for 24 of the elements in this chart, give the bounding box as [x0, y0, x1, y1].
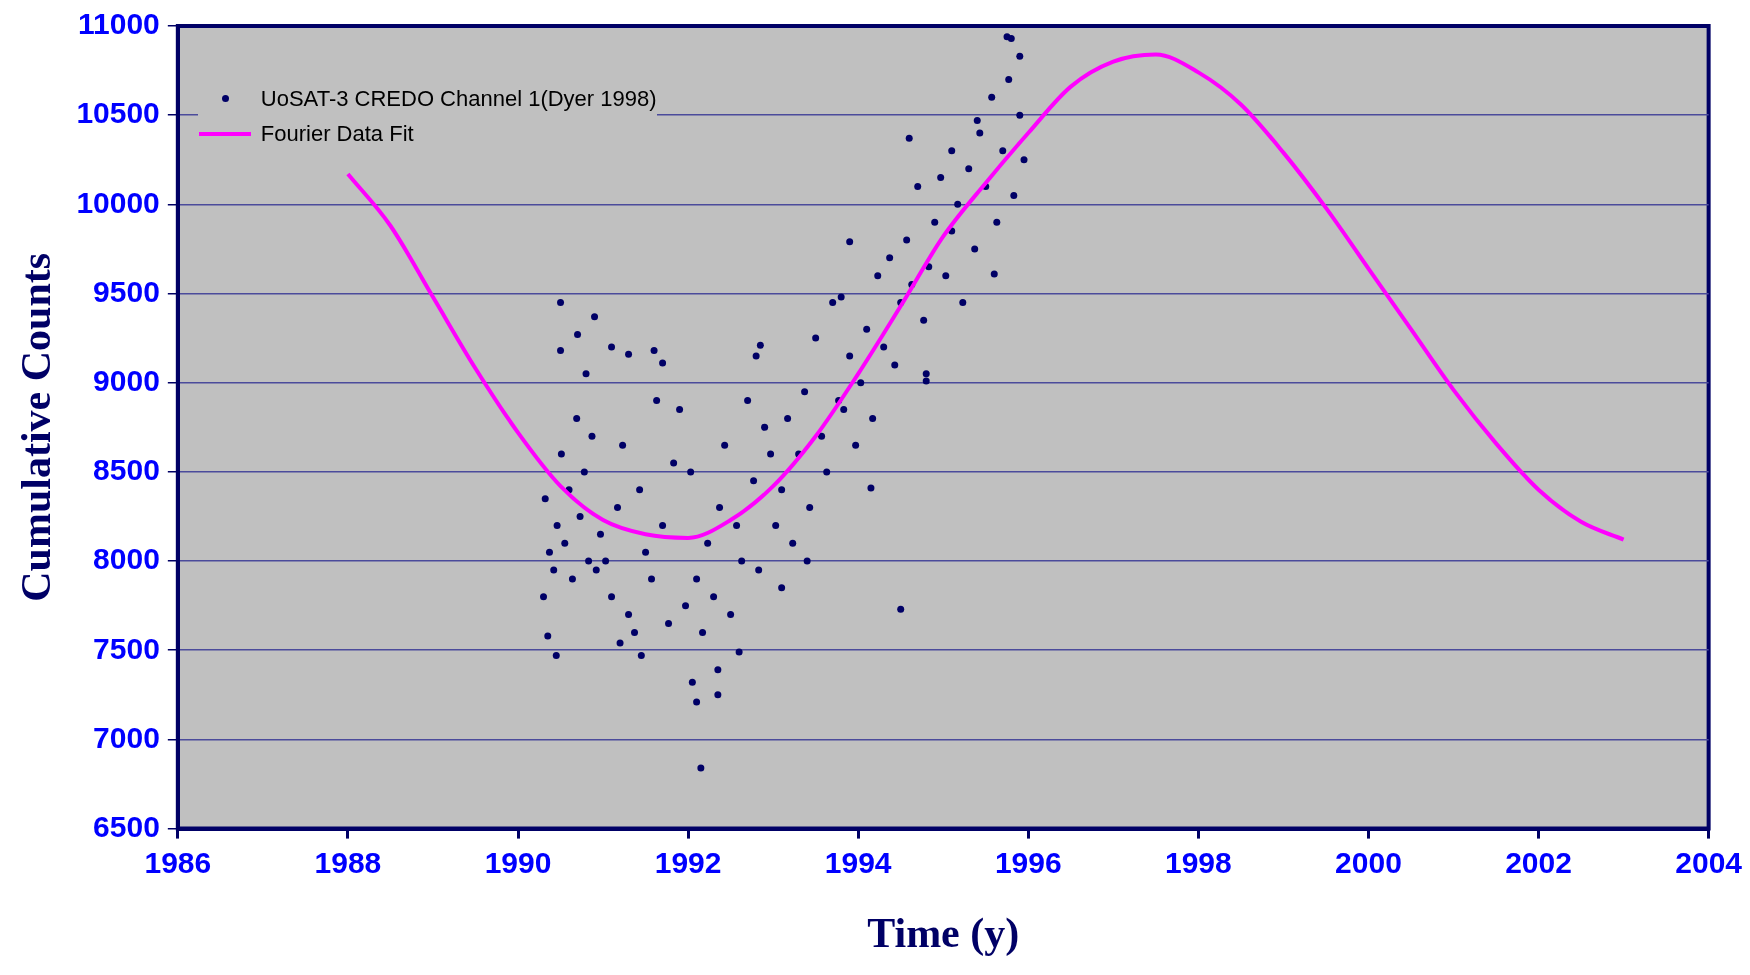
y-tick-label: 8500 [93, 453, 160, 487]
y-tick-label: 8000 [93, 542, 160, 576]
x-tick-label: 2004 [1675, 845, 1743, 879]
y-axis-title: Cumulative Counts [13, 252, 60, 602]
y-tick-label: 10500 [76, 96, 160, 130]
y-tick-label: 7000 [93, 720, 160, 754]
y-tick-label: 9000 [93, 363, 160, 397]
x-tick-label: 1998 [1164, 845, 1232, 879]
x-tick-label: 1996 [994, 845, 1062, 879]
x-tick-label: 1986 [144, 845, 212, 879]
x-axis-title: Time (y) [867, 909, 1020, 957]
y-tick-label: 9500 [93, 274, 160, 308]
y-tick-label: 11000 [78, 7, 160, 41]
x-tick-label: 2000 [1335, 845, 1402, 879]
x-tick-label: 1990 [484, 845, 552, 879]
x-tick-label: 2002 [1505, 845, 1572, 879]
x-tick-label: 1994 [824, 845, 892, 879]
y-tick-label: 6500 [93, 809, 160, 843]
legend-label: Fourier Data Fit [260, 120, 414, 147]
y-tick-label: 10000 [76, 185, 160, 219]
y-tick-label: 7500 [93, 631, 160, 665]
legend-label: UoSAT-3 CREDO Channel 1(Dyer 1998) [260, 85, 657, 112]
x-tick-label: 1988 [314, 845, 382, 879]
x-tick-label: 1992 [654, 845, 722, 879]
